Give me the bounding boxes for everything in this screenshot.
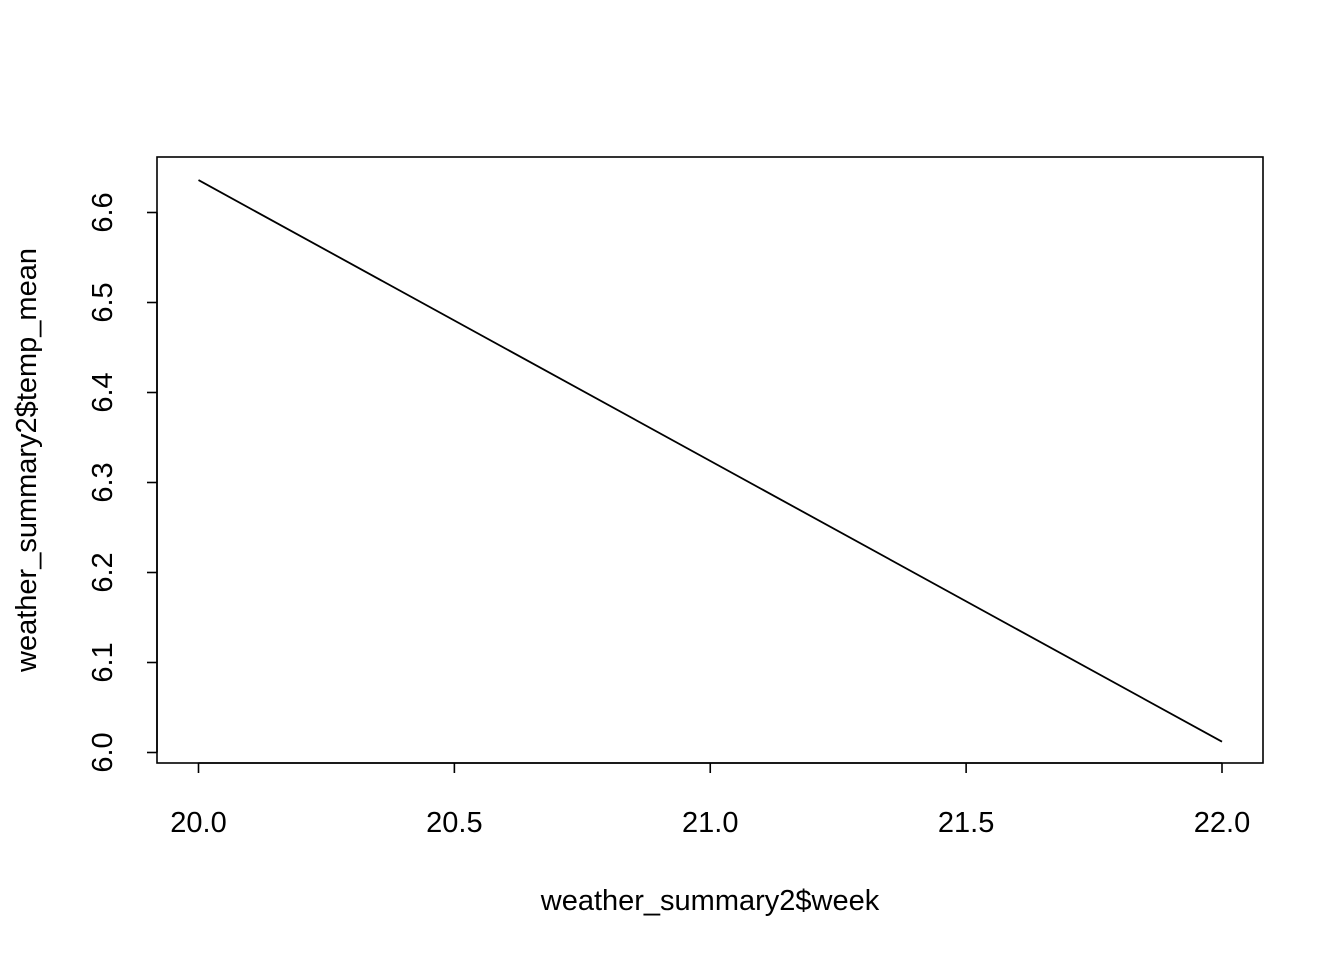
y-tick-label: 6.0: [87, 732, 119, 772]
x-tick-label: 20.0: [170, 807, 226, 839]
x-tick-label: 20.5: [426, 807, 482, 839]
x-tick-label: 21.0: [682, 807, 738, 839]
x-axis: 20.0 20.5 21.0 21.5 22.0: [170, 762, 1250, 839]
y-tick-label: 6.6: [87, 192, 119, 232]
y-axis-title: weather_summary2$temp_mean: [11, 248, 43, 673]
series-line: [198, 179, 1223, 743]
y-axis: 6.0 6.1 6.2 6.3 6.4 6.5 6.6: [87, 192, 158, 773]
y-tick-label: 6.4: [87, 372, 119, 412]
y-tick-label: 6.5: [87, 282, 119, 322]
series-layer: [198, 179, 1223, 743]
y-tick-label: 6.2: [87, 552, 119, 592]
x-tick-label: 21.5: [938, 807, 994, 839]
x-axis-title: weather_summary2$week: [540, 885, 880, 917]
y-tick-label: 6.1: [87, 642, 119, 682]
y-tick-label: 6.3: [87, 462, 119, 502]
x-tick-label: 22.0: [1194, 807, 1250, 839]
